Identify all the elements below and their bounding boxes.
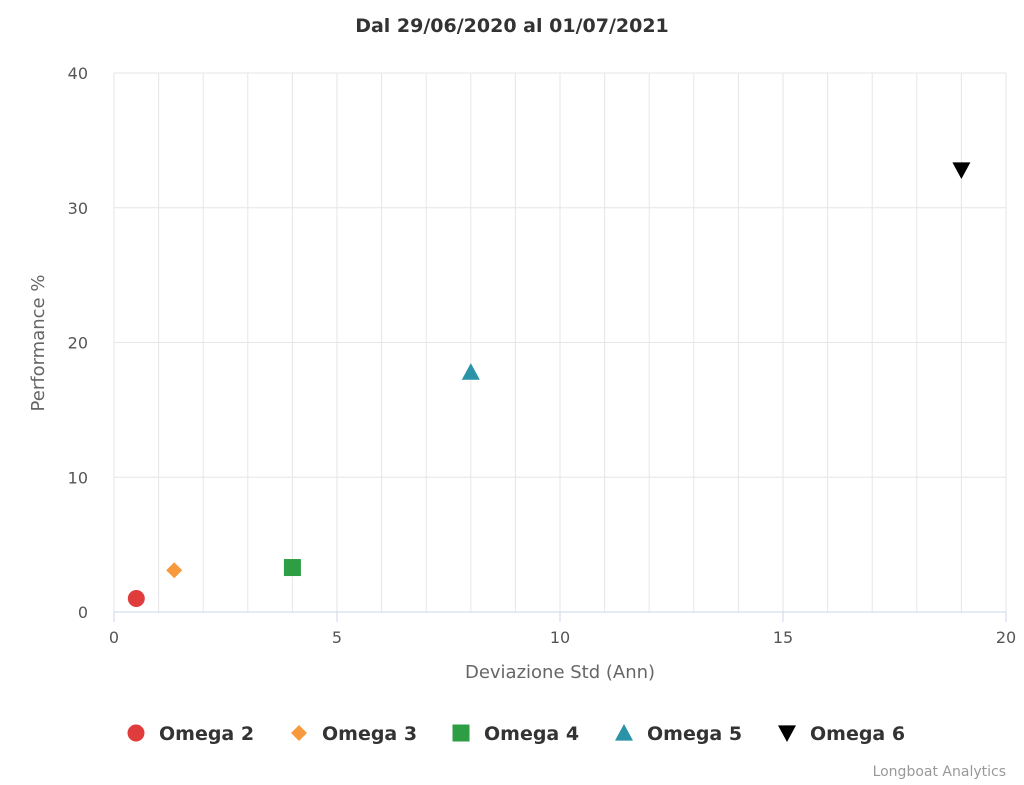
data-point-omega-5[interactable] [461, 363, 480, 380]
legend-marker-omega-2[interactable] [127, 724, 145, 742]
x-tick-label: 5 [332, 628, 342, 647]
legend-item-omega-4[interactable]: Omega 4 [452, 723, 580, 745]
x-tick-label: 10 [550, 628, 570, 647]
data-point-omega-6[interactable] [952, 162, 971, 180]
y-tick-label: 10 [68, 468, 88, 487]
y-tick-label: 0 [78, 603, 88, 622]
legend-item-omega-5[interactable]: Omega 5 [615, 723, 742, 745]
legend[interactable]: Omega 2 Omega 3 Omega 4 Omega 5 Omega 6 [127, 723, 906, 745]
x-tick-label: 0 [109, 628, 119, 647]
data-point-omega-2[interactable] [127, 590, 145, 608]
x-tick-label: 15 [773, 628, 793, 647]
y-axis-title: Performance % [28, 275, 49, 412]
legend-marker-omega-6[interactable] [778, 725, 796, 742]
legend-label[interactable]: Omega 5 [647, 723, 742, 745]
legend-label[interactable]: Omega 4 [484, 723, 579, 745]
legend-item-omega-6[interactable]: Omega 6 [778, 723, 905, 745]
y-tick-label: 40 [68, 64, 88, 83]
legend-label[interactable]: Omega 3 [322, 723, 417, 745]
y-tick-label: 20 [68, 334, 88, 353]
data-point-omega-4[interactable] [283, 559, 301, 577]
legend-marker-omega-3[interactable] [291, 725, 307, 741]
credits-label[interactable]: Longboat Analytics [873, 764, 1006, 780]
legend-label[interactable]: Omega 6 [810, 723, 905, 745]
legend-item-omega-3[interactable]: Omega 3 [291, 723, 417, 745]
legend-marker-omega-5[interactable] [615, 724, 633, 741]
data-points [127, 162, 971, 608]
x-axis-title: Deviazione Std (Ann) [465, 662, 655, 683]
chart-title: Dal 29/06/2020 al 01/07/2021 [355, 15, 669, 37]
legend-marker-omega-4[interactable] [452, 724, 470, 742]
legend-label[interactable]: Omega 2 [159, 723, 254, 745]
axes: 0 10 20 30 40 0 5 10 15 20 [68, 64, 1017, 647]
x-tick-label: 20 [996, 628, 1016, 647]
grid [113, 72, 1007, 612]
legend-item-omega-2[interactable]: Omega 2 [127, 723, 255, 745]
data-point-omega-3[interactable] [166, 562, 183, 579]
y-tick-label: 30 [68, 199, 88, 218]
